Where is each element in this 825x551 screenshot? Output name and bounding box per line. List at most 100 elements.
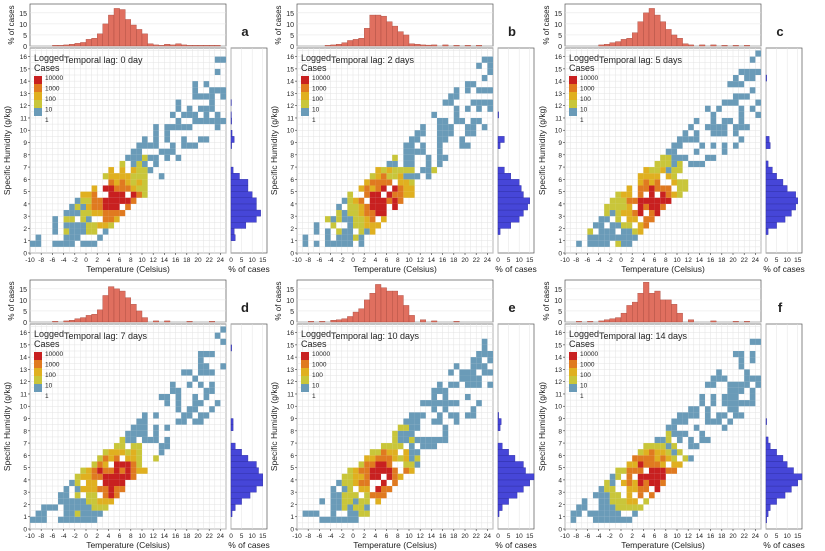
- heatmap-cell: [677, 185, 683, 192]
- heatmap-cell: [487, 62, 493, 69]
- heatmap-cell: [386, 486, 393, 493]
- heatmap-cell: [186, 406, 193, 413]
- heatmap-cell: [358, 504, 365, 511]
- heatmap-cell: [710, 393, 717, 401]
- heatmap-cell: [58, 492, 64, 499]
- heatmap-cell: [153, 124, 159, 131]
- y-tick-label: 5: [290, 465, 294, 472]
- heatmap-cell: [80, 203, 86, 211]
- heatmap-cell: [375, 197, 381, 204]
- heatmap-cell: [74, 234, 81, 241]
- heatmap-cell: [677, 412, 683, 419]
- heatmap-cell: [52, 216, 58, 223]
- heatmap-cell: [581, 504, 588, 511]
- y-tick-label: 5: [558, 465, 562, 472]
- heatmap-cell: [621, 234, 627, 241]
- lag-annotation: Temporal lag: 5 days: [599, 55, 683, 65]
- top-hist-tick-label: 5: [23, 33, 27, 40]
- top-hist-bar: [119, 9, 126, 47]
- heatmap-cell: [353, 498, 359, 505]
- heatmap-cell: [381, 486, 387, 493]
- top-hist-bar: [408, 43, 415, 47]
- heatmap-cell: [209, 93, 215, 100]
- right-hist-bar: [765, 491, 786, 499]
- heatmap-cell: [615, 210, 621, 217]
- top-hist-bar: [375, 284, 382, 323]
- heatmap-cell: [186, 111, 193, 118]
- right-hist-bar: [497, 142, 501, 149]
- heatmap-cell: [693, 130, 700, 137]
- heatmap-cell: [442, 136, 449, 143]
- heatmap-cell: [392, 443, 398, 450]
- x-tick-label: -2: [339, 533, 345, 540]
- heatmap-cell: [705, 124, 711, 131]
- top-hist-bar: [108, 286, 115, 323]
- top-hist-bar: [732, 321, 739, 323]
- y-tick-label: 3: [23, 490, 27, 497]
- heatmap-cell: [203, 387, 210, 394]
- heatmap-cell: [364, 486, 370, 493]
- heatmap-cell: [347, 504, 353, 511]
- y-tick-label: 13: [555, 367, 563, 374]
- heatmap-cell: [125, 197, 131, 204]
- legend-color-swatch: [569, 108, 577, 116]
- legend-title-line1: Logged: [569, 53, 599, 63]
- heatmap-cell: [409, 412, 415, 419]
- legend-tick-label: 10: [312, 383, 320, 390]
- x-tick-label: 20: [194, 257, 202, 264]
- top-hist-bar: [358, 308, 365, 323]
- heatmap-cell: [369, 210, 376, 217]
- heatmap-cell: [319, 498, 325, 505]
- legend-color-swatch: [301, 100, 309, 108]
- heatmap-cell: [465, 130, 471, 137]
- y-tick-label: 7: [558, 165, 562, 172]
- heatmap-cell: [97, 455, 103, 462]
- heatmap-cell: [693, 148, 700, 155]
- heatmap-cell: [721, 393, 728, 401]
- heatmap-cell: [375, 210, 381, 217]
- heatmap-cell: [386, 167, 393, 174]
- top-hist-bar: [85, 315, 92, 323]
- x-tick-label: 20: [461, 257, 469, 264]
- heatmap-cell: [570, 510, 577, 517]
- heatmap-cell: [626, 197, 633, 204]
- heatmap-cell: [738, 93, 745, 100]
- x-tick-label: 2: [95, 533, 99, 540]
- top-hist-tick-label: 15: [19, 287, 27, 294]
- top-hist-bar: [744, 321, 751, 323]
- heatmap-cell: [437, 436, 443, 444]
- heatmap-cell: [364, 179, 370, 186]
- legend-tick-label: 10000: [580, 75, 598, 82]
- top-hist-tick-label: 0: [558, 44, 562, 51]
- top-hist-bar: [352, 39, 359, 47]
- heatmap-cell: [621, 467, 627, 474]
- legend-tick-label: 100: [580, 372, 591, 379]
- heatmap-cell: [364, 216, 370, 223]
- heatmap-cell: [576, 240, 582, 247]
- heatmap-cell: [643, 185, 649, 192]
- heatmap-cell: [209, 117, 215, 125]
- heatmap-cell: [381, 167, 387, 174]
- heatmap-cell: [604, 240, 610, 247]
- x-tick-label: 18: [450, 533, 458, 540]
- heatmap-cell: [69, 504, 75, 511]
- top-hist-bar: [648, 293, 655, 323]
- heatmap-cell: [671, 160, 677, 168]
- heatmap-cell: [459, 369, 465, 376]
- heatmap-cell: [688, 412, 694, 419]
- heatmap-cell: [142, 136, 148, 143]
- heatmap-cell: [325, 234, 331, 241]
- heatmap-cell: [214, 124, 221, 131]
- heatmap-cell: [353, 234, 359, 241]
- heatmap-cell: [358, 498, 365, 505]
- heatmap-cell: [375, 191, 381, 198]
- heatmap-cell: [114, 479, 120, 487]
- legend-tick-label: 1000: [580, 362, 595, 369]
- legend-tick-label: 10: [580, 383, 588, 390]
- right-hist-bar: [497, 418, 502, 425]
- y-tick-label: 5: [23, 189, 27, 196]
- top-hist-bar: [352, 311, 359, 323]
- heatmap-cell: [744, 75, 750, 82]
- heatmap-cell: [632, 486, 638, 493]
